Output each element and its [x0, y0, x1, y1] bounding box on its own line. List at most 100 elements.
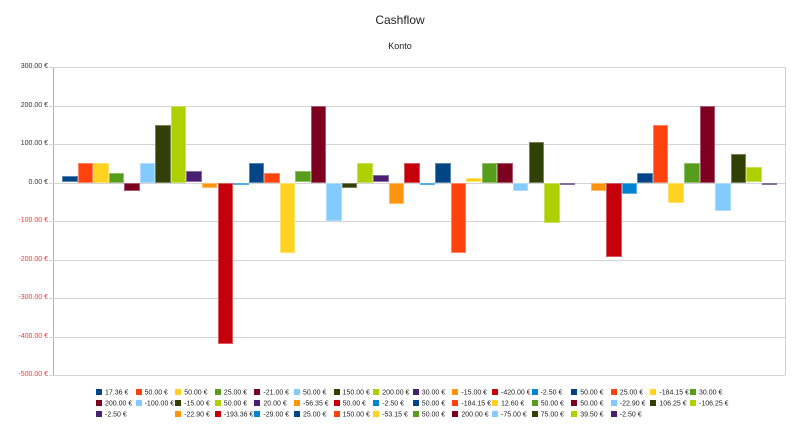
legend-item[interactable]: -193.36 € [214, 411, 253, 419]
bar[interactable] [155, 124, 171, 183]
bar[interactable] [481, 163, 498, 183]
bar[interactable] [310, 105, 327, 183]
bar[interactable] [652, 124, 669, 183]
bar[interactable] [466, 177, 482, 183]
legend-item[interactable]: -29.00 € [254, 411, 289, 419]
bar[interactable] [699, 105, 716, 183]
legend-item[interactable]: 50.00 € [571, 389, 604, 397]
bar[interactable] [450, 182, 467, 254]
bar[interactable] [373, 174, 389, 183]
bar[interactable] [746, 167, 762, 183]
bar[interactable] [124, 182, 140, 191]
bar[interactable] [668, 182, 684, 203]
bar[interactable] [170, 105, 187, 183]
legend-item[interactable]: 50.00 € [175, 389, 208, 397]
legend-item[interactable]: 50.00 € [333, 400, 366, 408]
bar[interactable] [108, 172, 125, 183]
legend-item[interactable]: -2.50 € [373, 400, 404, 408]
legend-item[interactable]: -184.15 € [452, 400, 491, 408]
bar[interactable] [637, 172, 653, 183]
bar[interactable] [761, 182, 778, 185]
bar[interactable] [139, 163, 156, 183]
legend-item[interactable]: 25.00 € [610, 389, 643, 397]
legend-item[interactable]: 12.60 € [492, 400, 524, 408]
legend-item[interactable]: -106.25 € [690, 400, 729, 408]
bar[interactable] [544, 182, 560, 224]
legend-label: 200.00 € [461, 411, 489, 419]
legend-item[interactable]: -56.35 € [294, 400, 329, 408]
bar[interactable] [621, 182, 638, 194]
bar[interactable] [684, 163, 700, 183]
bar[interactable] [419, 182, 436, 185]
legend-swatch-icon [254, 389, 261, 395]
legend-item[interactable]: 200.00 € [96, 400, 132, 408]
legend-item[interactable]: 30.00 € [690, 389, 722, 397]
legend-item[interactable]: 200.00 € [373, 389, 409, 397]
gridline [49, 105, 785, 107]
legend-swatch-icon [690, 389, 696, 395]
bar[interactable] [559, 182, 576, 185]
legend-item[interactable]: 17.36 € [96, 389, 128, 397]
bar[interactable] [62, 175, 78, 183]
bar[interactable] [730, 153, 747, 183]
legend-item[interactable]: 50.00 € [571, 400, 604, 408]
legend-item[interactable]: 50.00 € [412, 400, 445, 408]
legend-item[interactable]: -21.00 € [254, 389, 289, 397]
legend-item[interactable]: 20.00 € [254, 400, 287, 408]
bar[interactable] [233, 182, 249, 185]
bar[interactable] [217, 182, 233, 345]
legend-swatch-icon [96, 411, 102, 417]
bar[interactable] [186, 170, 202, 183]
legend-item[interactable]: 50.00 € [531, 400, 564, 408]
legend-item[interactable]: 150.00 € [333, 411, 370, 419]
bar[interactable] [264, 172, 280, 183]
legend-item[interactable]: -2.50 € [610, 411, 642, 419]
legend-swatch-icon [96, 400, 102, 406]
legend-item[interactable]: 50.00 € [294, 389, 326, 397]
legend-item[interactable]: 50.00 € [214, 400, 247, 408]
bar[interactable] [528, 141, 544, 183]
bar[interactable] [341, 182, 358, 189]
legend-item[interactable]: -22.90 € [610, 400, 645, 408]
legend-item[interactable]: 106.25 € [650, 400, 687, 408]
legend-item[interactable]: -420.00 € [492, 389, 531, 397]
legend-item[interactable]: 150.00 € [333, 389, 370, 397]
legend-item[interactable]: 200.00 € [452, 411, 489, 419]
bar[interactable] [77, 163, 94, 183]
bar[interactable] [435, 163, 451, 183]
bar[interactable] [715, 182, 731, 212]
legend-item[interactable]: -53.15 € [373, 411, 408, 419]
legend-item[interactable]: -75.00 € [492, 411, 527, 419]
bar[interactable] [326, 182, 342, 221]
bar[interactable] [279, 182, 296, 254]
legend-item[interactable]: -22.90 € [175, 411, 210, 419]
legend-item[interactable]: -2.50 € [96, 411, 127, 419]
bar[interactable] [201, 182, 218, 189]
legend-item[interactable]: -15.00 € [175, 400, 210, 408]
bar[interactable] [590, 182, 607, 192]
legend-item[interactable]: 50.00 € [135, 389, 168, 397]
bar[interactable] [93, 163, 109, 183]
legend-item[interactable]: 25.00 € [214, 389, 247, 397]
legend-item[interactable]: 39.50 € [571, 411, 604, 419]
bar[interactable] [404, 163, 420, 183]
legend-item[interactable]: 30.00 € [412, 389, 445, 397]
legend-item[interactable]: 75.00 € [531, 411, 564, 419]
legend-label: 50.00 € [580, 389, 604, 397]
bar[interactable] [497, 163, 513, 183]
bar[interactable] [512, 182, 529, 192]
bar[interactable] [388, 182, 405, 205]
legend-item[interactable]: -15.00 € [452, 389, 487, 397]
bar[interactable] [248, 163, 265, 183]
gridline [49, 298, 785, 299]
legend-item[interactable]: -100.00 € [135, 400, 174, 408]
legend-item[interactable]: 25.00 € [294, 411, 326, 419]
bar[interactable] [357, 163, 373, 183]
legend-item[interactable]: -184.15 € [650, 389, 689, 397]
bar[interactable] [606, 182, 622, 257]
bar[interactable] [295, 170, 311, 183]
y-tick-label: -500.00 € [18, 371, 48, 378]
legend-item[interactable]: -2.50 € [531, 389, 562, 397]
legend-item[interactable]: 50.00 € [412, 411, 445, 419]
legend-label: -184.15 € [659, 389, 689, 397]
